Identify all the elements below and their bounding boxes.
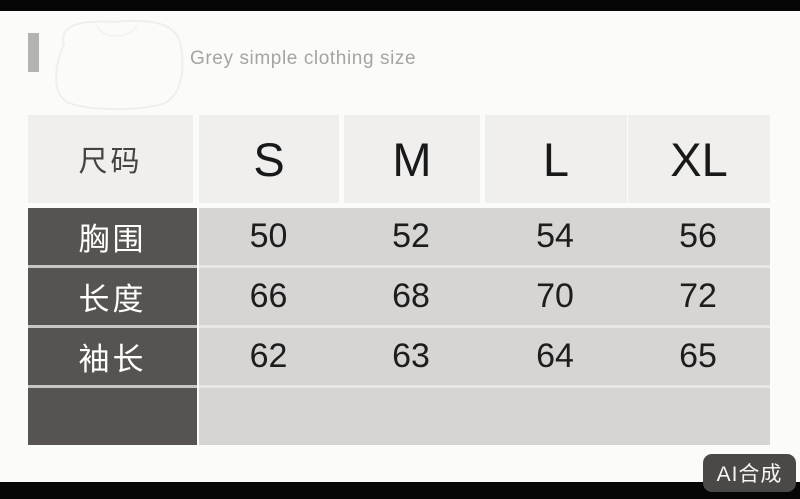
cell-sleeve-xl: 65 [679, 337, 717, 375]
page-title: Grey simple clothing size [190, 48, 417, 69]
header-cell-size-label: 尺码 [28, 115, 193, 203]
header-cell-size-s: S [199, 115, 339, 203]
table-row-sleeve: 袖长 62 63 64 65 [28, 328, 770, 385]
cell-sleeve-l: 64 [536, 337, 574, 375]
cell-empty-xl [627, 388, 769, 445]
faint-garment-sketch-icon [55, 19, 184, 111]
cell-length-m: 68 [392, 277, 430, 315]
cell-empty-m [343, 388, 479, 445]
cell-empty-l [484, 388, 626, 445]
cell-length-s: 66 [249, 277, 288, 315]
row-label-empty [28, 388, 197, 445]
cell-length-l: 70 [536, 277, 574, 315]
table-row-length: 长度 66 68 70 72 [28, 268, 770, 325]
table-row-chest: 胸围 50 52 54 56 [28, 208, 770, 265]
cell-chest-xl: 56 [679, 217, 717, 255]
letterbox-bottom-bar [0, 482, 800, 499]
title-accent-bar [28, 33, 39, 72]
cell-sleeve-s: 62 [249, 337, 288, 375]
cell-sleeve-m: 63 [392, 337, 430, 375]
cell-chest-m: 52 [392, 217, 430, 255]
row-label-sleeve: 袖长 [28, 328, 197, 385]
row-values-band: 62 63 64 65 [199, 328, 770, 385]
cell-chest-l: 54 [536, 217, 574, 255]
cell-empty-s [199, 388, 338, 445]
row-values-band [199, 388, 770, 445]
row-label-length: 长度 [28, 268, 197, 325]
row-values-band: 50 52 54 56 [199, 208, 770, 265]
table-row-empty [28, 388, 770, 445]
row-label-chest: 胸围 [28, 208, 197, 265]
letterbox-top-bar [0, 0, 800, 11]
ai-generated-watermark-badge: AI合成 [703, 454, 796, 492]
cell-length-xl: 72 [679, 277, 717, 315]
header-cell-size-l: L [485, 115, 627, 203]
header-cell-size-m: M [344, 115, 480, 203]
cell-chest-s: 50 [249, 217, 288, 255]
header-cell-size-xl: XL [628, 115, 770, 203]
row-values-band: 66 68 70 72 [199, 268, 770, 325]
